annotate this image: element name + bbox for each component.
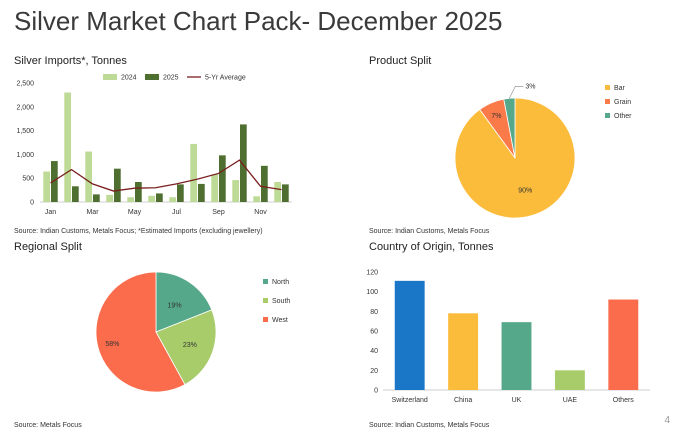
bar-2025-jun — [156, 193, 163, 202]
legend-swatch-2024 — [103, 74, 117, 80]
x-tick-label: Nov — [254, 209, 267, 216]
page-title: Silver Market Chart Pack- December 2025 — [14, 6, 503, 36]
data-label-other: 3% — [525, 83, 535, 90]
bar-2024-oct — [232, 180, 239, 202]
x-tick-label: May — [128, 209, 142, 216]
country-chart-title: Country of Origin, Tonnes — [369, 241, 494, 253]
bar-2025-jan — [51, 161, 58, 202]
y-tick-label: 80 — [370, 309, 378, 316]
y-tick-label: 20 — [370, 368, 378, 375]
y-tick-label: 60 — [370, 329, 378, 336]
legend-label-2025: 2025 — [163, 75, 179, 82]
bar-others — [608, 299, 639, 390]
line-5yr-average — [50, 159, 282, 192]
bar-2025-jul — [177, 184, 184, 202]
legend-label-west: West — [272, 317, 288, 324]
data-label-bar: 90% — [518, 187, 532, 194]
legend-label-other: Other — [614, 113, 632, 120]
x-tick-label: Mar — [86, 209, 99, 216]
slice-other — [503, 97, 516, 159]
bar-2024-jun — [148, 195, 155, 202]
product-chart-title: Product Split — [369, 55, 432, 67]
y-tick-label: 0 — [374, 388, 378, 395]
legend-swatch-bar — [605, 85, 610, 90]
bar-2024-dec — [274, 182, 281, 202]
page-number: 4 — [664, 415, 670, 426]
regional-chart-title: Regional Split — [14, 241, 82, 253]
bar-2024-nov — [253, 196, 260, 202]
regional-chart: 19% 23% 58% North South West — [95, 271, 290, 393]
data-label-south: 23% — [183, 342, 197, 349]
legend-swatch-other — [605, 113, 610, 118]
x-tick-label-uae: UAE — [563, 397, 578, 404]
bar-2025-feb — [72, 186, 79, 202]
bar-2025-sep — [219, 155, 226, 202]
bar-2025-oct — [240, 124, 247, 202]
bar-2025-dec — [282, 184, 289, 202]
x-tick-label: Sep — [212, 209, 225, 216]
y-tick-label: 2,500 — [16, 81, 34, 88]
x-tick-label-others: Others — [613, 397, 635, 404]
y-tick-label: 120 — [366, 270, 378, 277]
legend-label-grain: Grain — [614, 99, 631, 106]
leader-line-other — [509, 85, 524, 99]
bar-2025-nov — [261, 165, 268, 202]
bar-uk — [501, 322, 532, 390]
bar-2024-aug — [190, 143, 197, 202]
data-label-west: 58% — [105, 341, 119, 348]
y-tick-label: 500 — [22, 176, 34, 183]
bar-2025-aug — [198, 183, 205, 202]
bar-uae — [554, 370, 585, 390]
legend-label-north: North — [272, 279, 289, 286]
bar-2024-sep — [211, 174, 218, 202]
y-tick-label: 1,500 — [16, 128, 34, 135]
bar-2024-apr — [106, 194, 113, 202]
country-source: Source: Indian Customs, Metals Focus — [369, 422, 490, 429]
y-tick-label: 2,000 — [16, 104, 34, 111]
bar-china — [448, 313, 479, 390]
legend-swatch-2025 — [145, 74, 159, 80]
legend-label-5-yr-average: 5-Yr Average — [205, 75, 246, 82]
legend-swatch-south — [263, 298, 268, 303]
x-tick-label-switzerland: Switzerland — [392, 397, 428, 404]
y-tick-label: 0 — [30, 200, 34, 207]
product-chart: 90% 7% 3% Bar Grain Other — [454, 83, 632, 219]
bar-2025-apr — [114, 168, 121, 202]
y-tick-label: 1,000 — [16, 152, 34, 159]
bar-2025-may — [135, 182, 142, 202]
y-tick-label: 40 — [370, 348, 378, 355]
y-tick-label: 100 — [366, 289, 378, 296]
legend-swatch-grain — [605, 99, 610, 104]
legend-label-bar: Bar — [614, 85, 626, 92]
data-label-grain: 7% — [491, 113, 501, 120]
slice-north — [155, 271, 213, 333]
bar-2024-may — [127, 197, 134, 202]
legend-swatch-west — [263, 317, 268, 322]
imports-chart-title: Silver Imports*, Tonnes — [14, 55, 127, 67]
legend-label-south: South — [272, 298, 290, 305]
slice-south — [155, 309, 217, 386]
x-tick-label-china: China — [454, 397, 472, 404]
bar-2024-jan — [43, 171, 50, 202]
x-tick-label-uk: UK — [512, 397, 522, 404]
bar-switzerland — [394, 280, 425, 390]
regional-source: Source: Metals Focus — [14, 422, 82, 429]
legend-label-2024: 2024 — [121, 75, 137, 82]
product-source: Source: Indian Customs, Metals Focus — [369, 228, 490, 235]
x-tick-label: Jul — [172, 209, 181, 216]
x-tick-label: Jan — [45, 209, 56, 216]
imports-chart: 0 500 1,000 1,500 2,000 2,500 Jan Mar May Jul Sep N… — [16, 74, 292, 216]
bar-2024-mar — [85, 151, 92, 202]
bar-2024-jul — [169, 197, 176, 202]
slice-west — [95, 271, 186, 393]
bar-2025-mar — [93, 194, 100, 202]
country-chart: 0 20 40 60 80 100 120 Switzerland China UK UAE Othe… — [366, 270, 650, 404]
imports-source: Source: Indian Customs, Metals Focus; *E… — [14, 228, 263, 235]
data-label-north: 19% — [168, 303, 182, 310]
slice-bar — [454, 97, 576, 219]
legend-swatch-north — [263, 279, 268, 284]
bar-2024-feb — [64, 92, 71, 202]
